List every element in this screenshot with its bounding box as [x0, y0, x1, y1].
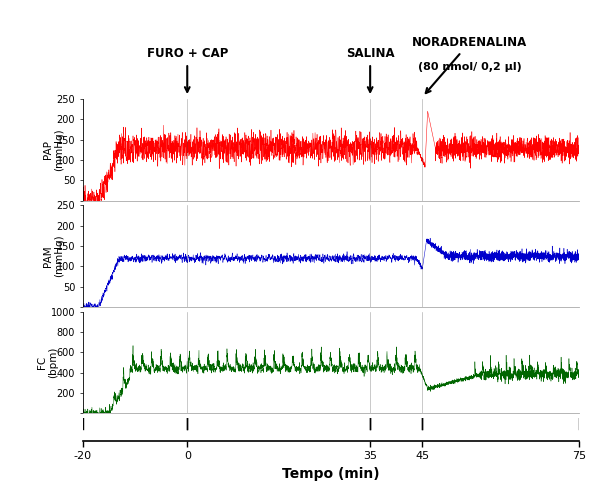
Y-axis label: PAP
(mmHg): PAP (mmHg): [43, 128, 64, 171]
Text: FURO + CAP: FURO + CAP: [147, 48, 228, 92]
Text: SALINA: SALINA: [346, 48, 394, 92]
Text: NORADRENALINA: NORADRENALINA: [412, 36, 527, 93]
Y-axis label: FC
(bpm): FC (bpm): [37, 347, 59, 378]
Y-axis label: PAM
(mmHg): PAM (mmHg): [43, 235, 64, 278]
Text: (80 nmol/ 0,2 μl): (80 nmol/ 0,2 μl): [418, 62, 521, 72]
X-axis label: Tempo (min): Tempo (min): [282, 466, 380, 481]
